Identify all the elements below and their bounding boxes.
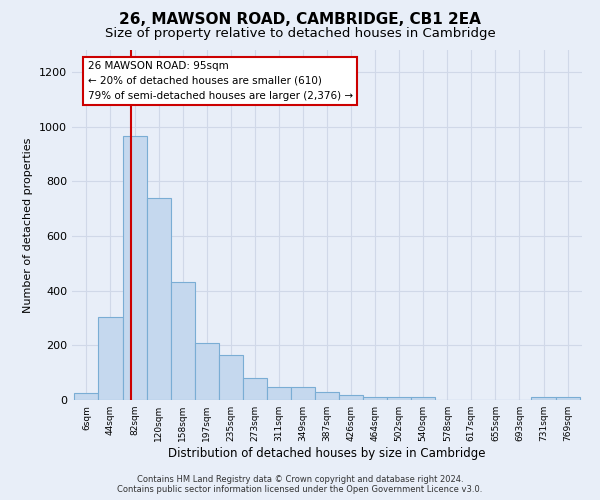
- Text: 26, MAWSON ROAD, CAMBRIDGE, CB1 2EA: 26, MAWSON ROAD, CAMBRIDGE, CB1 2EA: [119, 12, 481, 28]
- Bar: [291, 388, 315, 400]
- Bar: [98, 316, 122, 400]
- Bar: [315, 392, 339, 400]
- Bar: [532, 396, 556, 400]
- Text: Contains HM Land Registry data © Crown copyright and database right 2024.
Contai: Contains HM Land Registry data © Crown c…: [118, 474, 482, 494]
- Bar: [339, 395, 363, 400]
- Text: Size of property relative to detached houses in Cambridge: Size of property relative to detached ho…: [104, 28, 496, 40]
- Bar: [146, 198, 170, 400]
- Bar: [411, 398, 435, 400]
- Bar: [74, 393, 98, 400]
- Bar: [194, 342, 219, 400]
- X-axis label: Distribution of detached houses by size in Cambridge: Distribution of detached houses by size …: [168, 447, 486, 460]
- Bar: [267, 387, 291, 400]
- Bar: [387, 398, 411, 400]
- Bar: [556, 396, 580, 400]
- Bar: [363, 398, 387, 400]
- Bar: [219, 355, 243, 400]
- Bar: [122, 136, 146, 400]
- Bar: [170, 282, 194, 400]
- Bar: [243, 378, 267, 400]
- Y-axis label: Number of detached properties: Number of detached properties: [23, 138, 34, 312]
- Text: 26 MAWSON ROAD: 95sqm
← 20% of detached houses are smaller (610)
79% of semi-det: 26 MAWSON ROAD: 95sqm ← 20% of detached …: [88, 61, 353, 100]
